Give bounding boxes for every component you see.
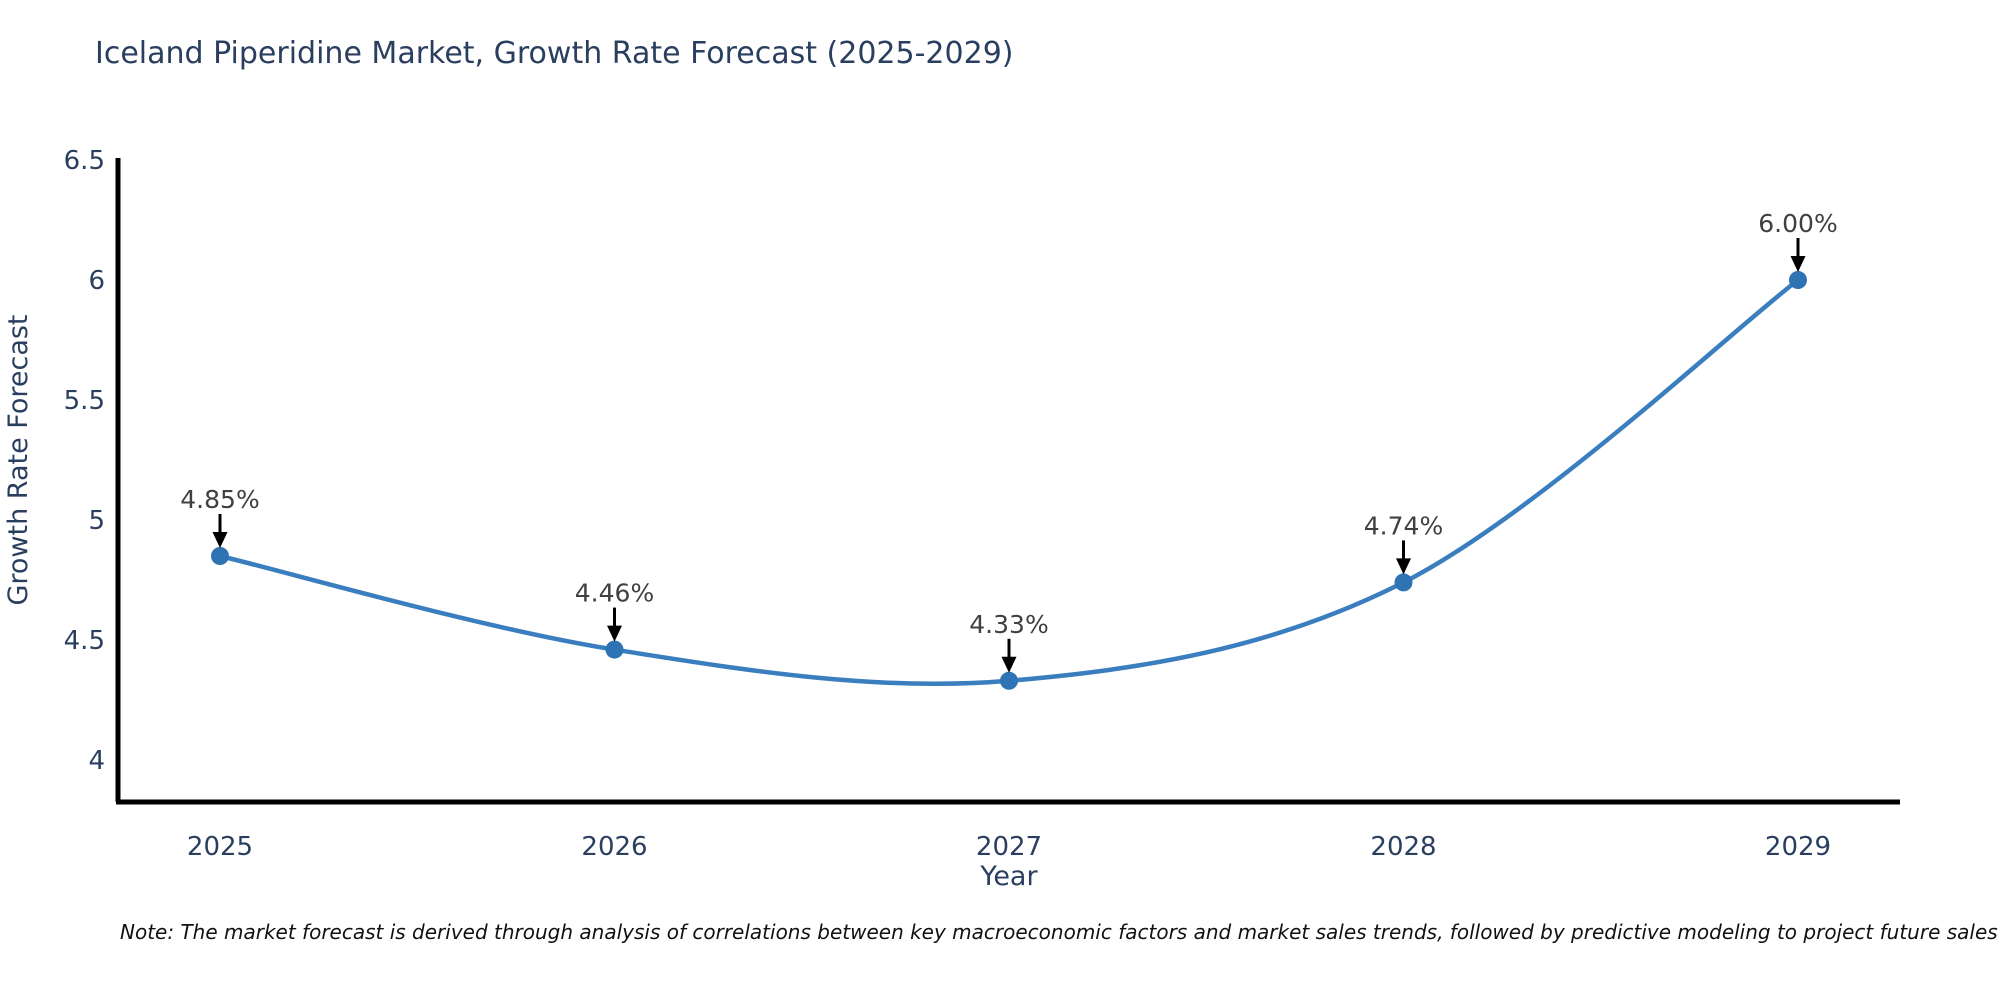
- y-tick-label: 4: [88, 746, 105, 776]
- footnote: Note: The market forecast is derived thr…: [120, 920, 1998, 944]
- y-tick-label: 6.5: [64, 146, 105, 176]
- x-axis-title: Year: [979, 861, 1038, 892]
- annotation-label: 4.74%: [1364, 511, 1443, 540]
- x-tick-label: 2028: [1370, 832, 1436, 862]
- y-tick-label: 4.5: [64, 626, 105, 656]
- annotation-arrowhead: [607, 625, 622, 642]
- x-tick-label: 2026: [581, 832, 647, 862]
- annotation-arrowhead: [212, 532, 228, 548]
- annotation-label: 4.46%: [575, 579, 654, 608]
- data-point[interactable]: [1394, 573, 1413, 592]
- annotation-arrowhead: [1396, 558, 1411, 575]
- y-axis-title: Growth Rate Forecast: [3, 314, 34, 605]
- plot-area: 4 4.5 5 5.5 6 6.5 2025 2026 2027 2028 2029 4.85% 4.4…: [64, 146, 1900, 862]
- series-line: [217, 277, 1801, 687]
- annotation-label: 4.33%: [969, 610, 1048, 639]
- data-point[interactable]: [1000, 671, 1018, 690]
- x-tick-label: 2027: [976, 832, 1042, 862]
- y-tick-label: 6: [88, 266, 105, 296]
- data-point[interactable]: [605, 640, 624, 659]
- y-tick-label: 5: [88, 506, 105, 536]
- y-tick-label: 5.5: [64, 386, 105, 416]
- data-point[interactable]: [1789, 271, 1807, 289]
- chart-title: Iceland Piperidine Market, Growth Rate F…: [95, 36, 1014, 71]
- x-tick-label: 2025: [187, 832, 253, 862]
- annotation-arrowhead: [1790, 256, 1806, 272]
- x-tick-label: 2029: [1765, 832, 1831, 862]
- annotation-label: 4.85%: [180, 485, 259, 514]
- annotation-arrowhead: [1001, 656, 1017, 673]
- annotation-label: 6.00%: [1758, 209, 1837, 238]
- data-point[interactable]: [211, 547, 229, 565]
